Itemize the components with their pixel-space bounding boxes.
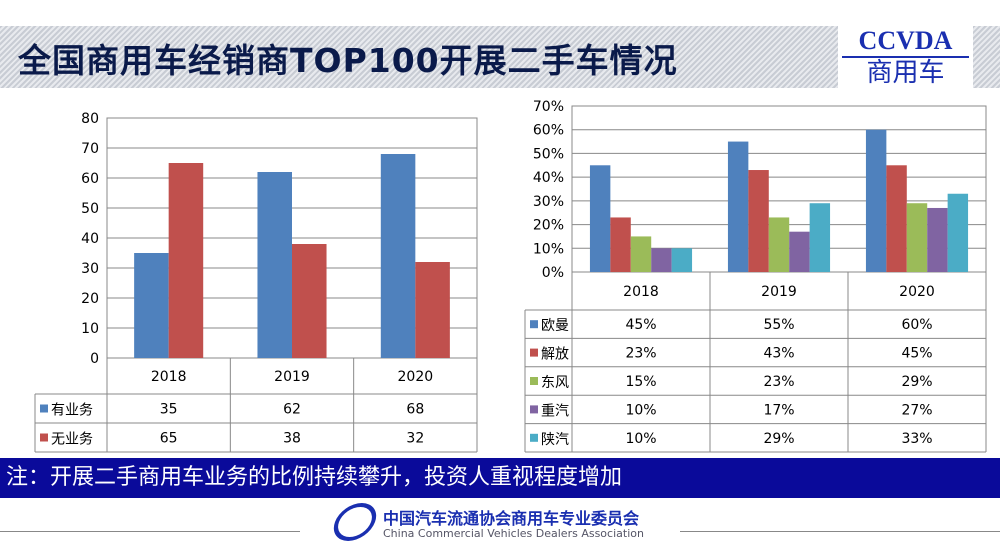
data-label: 35 [160,402,178,418]
y-tick-label: 30 [81,261,99,277]
y-tick-label: 10 [81,321,99,337]
bar-重汽 [927,207,948,272]
legend-label: 有业务 [51,403,93,419]
legend-swatch [530,377,538,385]
data-label: 45% [901,346,932,362]
legend-label: 解放 [541,347,569,363]
legend-swatch [40,404,48,413]
data-label: 68 [406,402,424,418]
y-tick-label: 50 [81,201,99,217]
data-label: 43% [763,346,794,362]
x-category-label: 2020 [398,369,434,385]
association-name-en: China Commercial Vehicles Dealers Associ… [383,527,644,540]
page-title: 全国商用车经销商TOP100开展二手车情况 [18,41,678,80]
legend-label: 东风 [541,375,569,391]
association-name-cn: 中国汽车流通协会商用车专业委员会 [383,509,640,528]
data-label: 10% [625,431,656,447]
data-label: 55% [763,317,794,333]
y-tick-label: 40 [81,231,99,247]
data-label: 10% [625,402,656,418]
legend-swatch [530,433,538,442]
data-label: 33% [901,431,932,447]
footer-divider-left [0,531,300,532]
y-tick-label: 30% [533,194,564,210]
note-bar: 注：开展二手商用车业务的比例持续攀升，投资人重视程度增加 [0,458,1000,498]
bar-陕汽 [671,248,693,272]
chart-brand-share: 0% 10% 20% 30% 40% 50% 60% 70% 2018 2019 2020 欧曼 45%… [524,99,987,453]
data-label: 27% [901,402,932,418]
y-tick-label: 0% [542,265,564,281]
data-label: 65 [160,431,178,447]
bar-欧曼 [589,165,611,272]
legend-label: 无业务 [51,432,93,448]
data-label: 23% [625,346,656,362]
bar-重汽 [651,248,672,272]
legend-label: 重汽 [541,403,569,419]
y-tick-label: 70% [533,99,564,115]
y-tick-label: 20 [81,291,99,307]
chart-dealers-business: 0 10 20 30 40 50 60 70 80 2018 2019 2020 有业务 35 62 68 无业… [34,111,478,453]
bar-有业务 [380,154,416,358]
legend-swatch [530,405,538,414]
bar-无业务 [415,262,450,358]
ccvda-logo: CCVDA 商用车 [838,26,973,88]
y-tick-label: 0 [90,351,99,367]
bar-东风 [630,236,652,272]
legend-label: 陕汽 [541,432,569,448]
legend-swatch [530,348,538,357]
bar-无业务 [168,163,204,358]
x-category-label: 2018 [151,369,187,385]
bar-解放 [748,170,769,272]
y-tick-label: 10% [533,241,564,257]
bar-有业务 [134,253,169,358]
data-label: 62 [283,402,301,418]
bar-解放 [886,165,907,272]
bar-东风 [906,203,928,272]
legend-swatch [40,433,48,442]
bar-解放 [610,217,631,272]
y-tick-label: 50% [533,146,564,162]
data-label: 45% [625,317,656,333]
x-category-label: 2020 [899,284,935,300]
y-tick-label: 60% [533,123,564,139]
association-logo-icon [328,503,382,541]
y-tick-label: 20% [533,218,564,234]
bar-无业务 [292,244,327,358]
bar-欧曼 [727,141,749,272]
title-banner [0,26,1000,88]
bar-欧曼 [865,129,887,272]
data-label: 17% [763,402,794,418]
data-label: 32 [406,431,424,447]
y-tick-label: 80 [81,111,99,127]
x-category-label: 2018 [623,284,659,300]
y-tick-label: 40% [533,170,564,186]
legend-label: 欧曼 [541,318,569,334]
legend-swatch [530,320,538,329]
data-label: 38 [283,431,301,447]
y-tick-label: 70 [81,141,99,157]
bar-有业务 [257,172,292,358]
bar-陕汽 [947,193,969,272]
data-label: 15% [625,374,656,390]
x-category-label: 2019 [761,284,797,300]
data-label: 29% [763,431,794,447]
x-category-label: 2019 [274,369,310,385]
bar-重汽 [789,231,810,272]
y-tick-label: 60 [81,171,99,187]
bar-陕汽 [809,203,831,272]
bar-东风 [768,217,790,272]
data-label: 23% [763,374,794,390]
data-label: 60% [901,317,932,333]
footer-divider-right [680,531,1000,532]
data-label: 29% [901,374,932,390]
